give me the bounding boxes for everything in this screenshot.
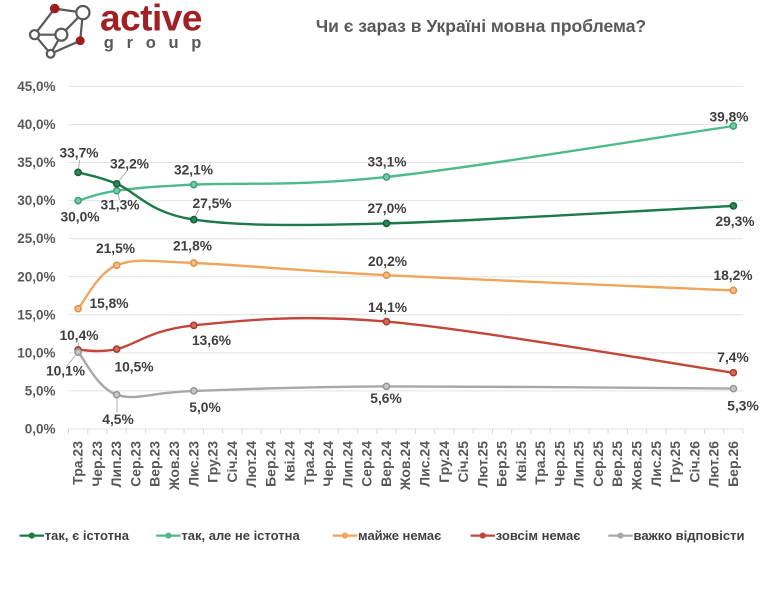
- svg-text:29,3%: 29,3%: [715, 214, 754, 229]
- svg-text:5,0%: 5,0%: [25, 384, 56, 399]
- svg-text:Тра.23: Тра.23: [70, 441, 86, 485]
- svg-text:Сер.24: Сер.24: [359, 441, 375, 487]
- svg-text:Лис.23: Лис.23: [185, 441, 201, 487]
- svg-text:Чер.24: Чер.24: [320, 441, 336, 487]
- svg-text:15,8%: 15,8%: [89, 296, 128, 311]
- svg-text:33,1%: 33,1%: [367, 155, 406, 170]
- svg-text:10,4%: 10,4%: [59, 328, 98, 343]
- svg-text:Січ.24: Січ.24: [224, 441, 240, 483]
- svg-text:20,0%: 20,0%: [17, 269, 55, 284]
- svg-text:Гру.24: Гру.24: [436, 441, 452, 483]
- svg-text:Чер.23: Чер.23: [89, 441, 105, 487]
- svg-text:10,0%: 10,0%: [17, 346, 55, 361]
- svg-text:10,1%: 10,1%: [46, 364, 85, 379]
- svg-text:35,0%: 35,0%: [17, 155, 55, 170]
- svg-text:Бер.25: Бер.25: [494, 441, 510, 487]
- svg-text:Жов.25: Жов.25: [629, 441, 645, 491]
- svg-text:так, але не істотна: так, але не істотна: [181, 528, 300, 543]
- svg-text:Лют.25: Лют.25: [474, 441, 490, 488]
- svg-text:27,0%: 27,0%: [367, 201, 406, 216]
- svg-text:Сер.23: Сер.23: [127, 441, 143, 487]
- svg-text:5,0%: 5,0%: [189, 400, 220, 415]
- svg-text:5,6%: 5,6%: [370, 391, 401, 406]
- svg-text:Жов.23: Жов.23: [166, 441, 182, 491]
- svg-text:Лис.24: Лис.24: [417, 441, 433, 487]
- svg-text:32,2%: 32,2%: [110, 157, 149, 172]
- svg-text:зовсім немає: зовсім немає: [496, 528, 581, 543]
- svg-text:group: group: [104, 34, 214, 52]
- svg-text:так, є істотна: так, є істотна: [45, 528, 130, 543]
- svg-text:0,0%: 0,0%: [25, 422, 56, 437]
- svg-text:Лис.25: Лис.25: [648, 441, 664, 487]
- svg-text:18,2%: 18,2%: [713, 268, 752, 283]
- svg-text:33,7%: 33,7%: [59, 146, 98, 161]
- svg-text:Чер.25: Чер.25: [551, 441, 567, 487]
- svg-text:Тра.25: Тра.25: [532, 441, 548, 485]
- svg-text:Гру.25: Гру.25: [667, 441, 683, 483]
- svg-text:25,0%: 25,0%: [17, 231, 55, 246]
- svg-text:важко відповісти: важко відповісти: [634, 528, 745, 543]
- svg-text:45,0%: 45,0%: [17, 79, 55, 94]
- svg-text:Січ.26: Січ.26: [686, 441, 702, 483]
- svg-text:7,4%: 7,4%: [717, 350, 748, 365]
- svg-text:20,2%: 20,2%: [368, 254, 407, 269]
- svg-text:Лип.24: Лип.24: [339, 441, 355, 488]
- svg-text:31,3%: 31,3%: [100, 198, 139, 213]
- svg-text:Чи є зараз в Україні мовна про: Чи є зараз в Україні мовна проблема?: [316, 16, 646, 36]
- svg-text:Жов.24: Жов.24: [397, 441, 413, 491]
- svg-text:32,1%: 32,1%: [174, 163, 213, 178]
- svg-text:Вер.24: Вер.24: [378, 441, 394, 487]
- svg-text:Сер.25: Сер.25: [590, 441, 606, 487]
- svg-text:Бер.26: Бер.26: [725, 441, 741, 487]
- svg-text:Січ.25: Січ.25: [455, 441, 471, 483]
- svg-text:21,5%: 21,5%: [96, 241, 135, 256]
- svg-text:14,1%: 14,1%: [368, 300, 407, 315]
- svg-text:Тра.24: Тра.24: [301, 441, 317, 485]
- svg-text:39,8%: 39,8%: [709, 110, 748, 125]
- svg-text:Лют.26: Лют.26: [706, 441, 722, 488]
- svg-text:майже немає: майже немає: [358, 528, 441, 543]
- svg-text:Гру.23: Гру.23: [205, 441, 221, 483]
- svg-text:30,0%: 30,0%: [60, 210, 99, 225]
- svg-text:40,0%: 40,0%: [17, 117, 55, 132]
- svg-text:30,0%: 30,0%: [17, 193, 55, 208]
- svg-text:Вер.25: Вер.25: [609, 441, 625, 487]
- svg-text:Кві.25: Кві.25: [513, 441, 529, 482]
- svg-text:27,5%: 27,5%: [192, 196, 231, 211]
- svg-text:10,5%: 10,5%: [114, 360, 153, 375]
- svg-text:21,8%: 21,8%: [173, 239, 212, 254]
- svg-text:Лип.23: Лип.23: [108, 441, 124, 488]
- svg-text:Вер.23: Вер.23: [147, 441, 163, 487]
- svg-text:Бер.24: Бер.24: [262, 441, 278, 487]
- svg-text:active: active: [100, 0, 202, 39]
- svg-text:4,5%: 4,5%: [102, 412, 133, 427]
- svg-text:5,3%: 5,3%: [727, 399, 758, 414]
- svg-text:15,0%: 15,0%: [17, 307, 55, 322]
- svg-text:Лип.25: Лип.25: [571, 441, 587, 488]
- svg-text:13,6%: 13,6%: [192, 333, 231, 348]
- svg-text:Лют.24: Лют.24: [243, 441, 259, 488]
- svg-text:Кві.24: Кві.24: [282, 441, 298, 482]
